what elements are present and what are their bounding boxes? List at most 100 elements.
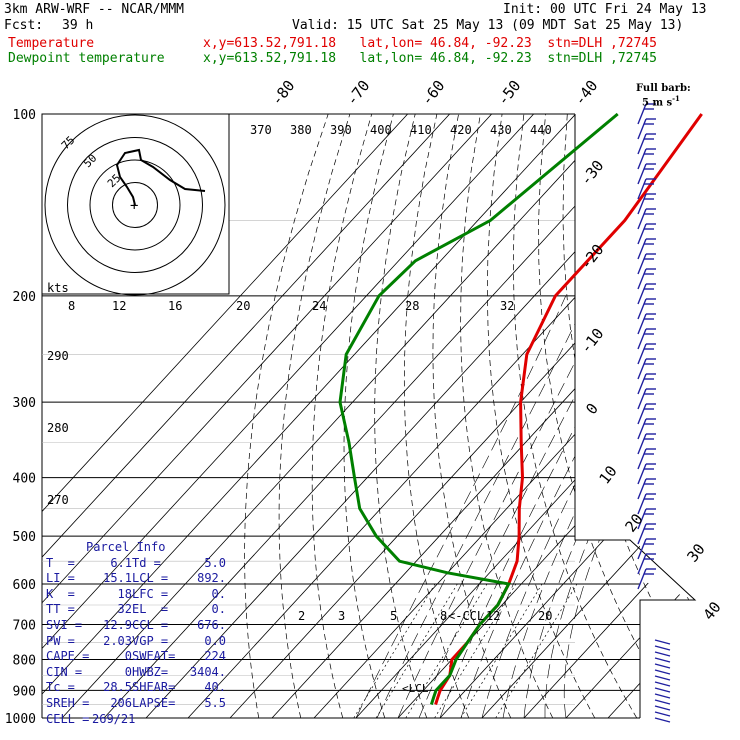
isotherm-label: -50 — [494, 77, 525, 109]
parcel-param-value: 269/21 — [92, 711, 136, 726]
forecast-label: Fcst: — [4, 18, 44, 33]
lcl-annotation: <LCL — [402, 682, 429, 695]
barb-legend-unit-exp: -1 — [672, 94, 680, 103]
isotherm-line — [42, 114, 534, 718]
wind-barb-low — [654, 669, 671, 675]
parcel-info-panel: Parcel Info T = 6.1 Td = 5.0 LI = 15.1 LCL = 89… — [46, 540, 236, 727]
parcel-param-value: 18 — [117, 586, 132, 601]
pressure-tick-label: 300 — [13, 396, 36, 411]
isotherm-line — [103, 114, 660, 718]
parcel-param-value: 32 — [117, 602, 132, 617]
hodograph-ring — [67, 137, 203, 273]
parcel-param-label: LCL = — [132, 571, 169, 586]
dry-adiabat — [512, 114, 638, 718]
wind-barb — [637, 403, 647, 425]
wind-barb-low — [654, 705, 671, 711]
mixing-ratio-label: 8 — [440, 609, 447, 623]
wind-barb — [637, 193, 647, 215]
wind-barb — [637, 118, 647, 140]
wind-barb — [637, 418, 647, 440]
init-time: Init: 00 UTC Fri 24 May 13 — [503, 2, 707, 17]
parcel-param-value: 3404. — [189, 664, 226, 679]
wind-barb — [637, 553, 647, 575]
parcel-row: LI = 15.1 LCL = 892. — [46, 571, 236, 587]
dry-adiabat — [586, 114, 695, 718]
isotherm-label: -70 — [343, 77, 374, 109]
dry-adiabat — [244, 114, 329, 718]
parcel-param-label: EL = — [132, 602, 169, 617]
pressure-tick-label: 400 — [13, 472, 36, 487]
parcel-param-value: 892. — [197, 571, 226, 586]
wind-barb — [637, 283, 647, 305]
dewpoint-profile — [338, 112, 619, 705]
hodograph-ring — [44, 114, 226, 296]
isotherm-line — [313, 114, 695, 718]
isotherm-line — [271, 114, 695, 718]
wind-barb — [637, 103, 647, 125]
parcel-param-value: 0 — [124, 649, 132, 664]
wind-barb — [637, 298, 647, 320]
model-title: 3km ARW-WRF -- NCAR/MMM — [4, 2, 185, 17]
dry-adiabat — [653, 114, 695, 718]
wind-barb — [637, 388, 647, 410]
theta-left-label: 270 — [47, 493, 69, 507]
isotherm-label: -60 — [418, 77, 449, 109]
wind-barb — [637, 163, 647, 185]
mixing-ratio-lines — [353, 583, 578, 718]
parcel-param-label: LAPSE= — [132, 695, 176, 710]
wind-barb — [637, 433, 647, 455]
chart-right-frame — [574, 114, 697, 718]
wind-barb — [637, 448, 647, 470]
theta-label: 420 — [450, 123, 472, 137]
dewpoint-legend: Dewpoint temperature — [8, 51, 165, 66]
dry-adiabat — [311, 114, 373, 718]
temperature-legend: Temperature — [8, 36, 95, 51]
wind-barb — [637, 358, 647, 380]
parcel-row: T = 6.1 Td = 5.0 — [46, 556, 236, 572]
mixing-ratio-line — [405, 583, 488, 718]
parcel-param-value: 206 — [110, 695, 132, 710]
parcel-param-value: 0 — [124, 664, 132, 679]
wind-barb — [637, 238, 647, 260]
wind-barb — [637, 328, 647, 350]
dry-adiabat — [374, 114, 428, 718]
parcel-param-value: 12.9 — [103, 617, 132, 632]
parcel-param-label: SWEAT= — [132, 649, 176, 664]
parcel-param-value: 676. — [197, 617, 226, 632]
parcel-param-value: 5.0 — [204, 555, 226, 570]
parcel-param-value: 28.5 — [103, 680, 132, 695]
isotherm-line — [42, 114, 576, 718]
pressure-tick-label: 700 — [13, 618, 36, 633]
moist-adiabat — [460, 295, 659, 718]
theta-left-label: 280 — [47, 421, 69, 435]
parcel-param-value: 40. — [204, 680, 226, 695]
wind-barb — [637, 148, 647, 170]
parcel-param-label: TT = — [46, 602, 75, 617]
parcel-param-label: LFC = — [132, 586, 169, 601]
mixing-ratio-line — [375, 583, 458, 718]
dry-adiabat — [632, 114, 695, 718]
parcel-param-value: 224 — [204, 649, 226, 664]
ccl-annotation: <-CCL — [448, 609, 484, 623]
theta-label: 400 — [370, 123, 392, 137]
wind-barb-low — [654, 693, 671, 699]
isotherm-label: 40 — [699, 598, 724, 623]
parcel-param-label: LI = — [46, 571, 75, 586]
temperature-location: x,y=613.52,791.18 lat,lon= 46.84, -92.23… — [203, 36, 657, 51]
parcel-param-value: 0. — [211, 586, 226, 601]
isotherm-label: 30 — [683, 540, 708, 565]
dry-adiabat — [538, 114, 680, 718]
isotherm-line — [229, 114, 695, 718]
isotherm-line — [397, 114, 695, 718]
isotherm-line — [42, 114, 492, 718]
mixing-ratio-label: 2 — [298, 609, 305, 623]
isotherm-label: -30 — [577, 157, 608, 189]
parcel-info-title: Parcel Info — [86, 540, 166, 554]
barb-legend-title: Full barb: — [636, 83, 691, 94]
wind-barb — [637, 373, 647, 395]
moist-adiabat — [563, 295, 695, 718]
dry-adiabat — [675, 114, 695, 718]
mixing-ratio-label: 3 — [338, 609, 345, 623]
parcel-param-label: T = — [46, 555, 75, 570]
